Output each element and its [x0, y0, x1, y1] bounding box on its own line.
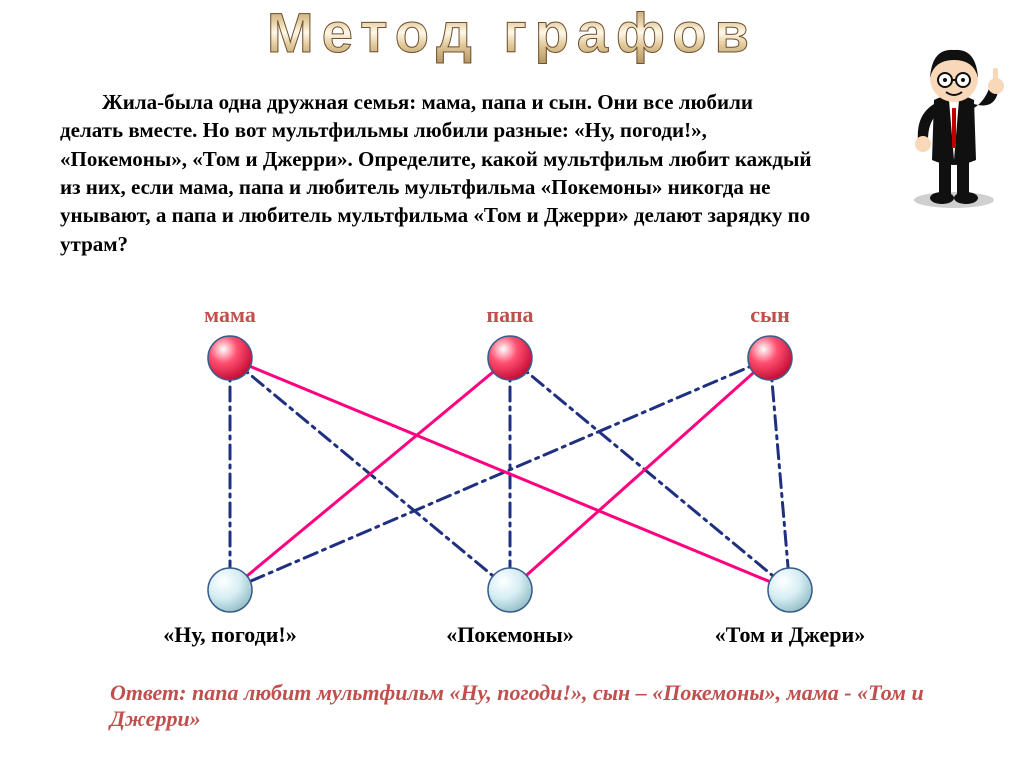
node-label: папа: [410, 302, 610, 328]
answer-text: папа любит мультфильм «Ну, погоди!», сын…: [110, 680, 924, 731]
node-label: «Том и Джери»: [690, 622, 890, 648]
answer-label: Ответ:: [110, 680, 186, 705]
node-label: «Ну, погоди!»: [130, 622, 330, 648]
node-label: мама: [130, 302, 330, 328]
answer-block: Ответ: папа любит мультфильм «Ну, погоди…: [110, 680, 930, 732]
graph-diagram: [0, 0, 1024, 768]
node-label: сын: [670, 302, 870, 328]
cartoon-character-icon: [894, 30, 1014, 210]
page: Метод графов Жила-была одна дружная семь…: [0, 0, 1024, 768]
node-label: «Покемоны»: [410, 622, 610, 648]
edges: [230, 358, 790, 590]
